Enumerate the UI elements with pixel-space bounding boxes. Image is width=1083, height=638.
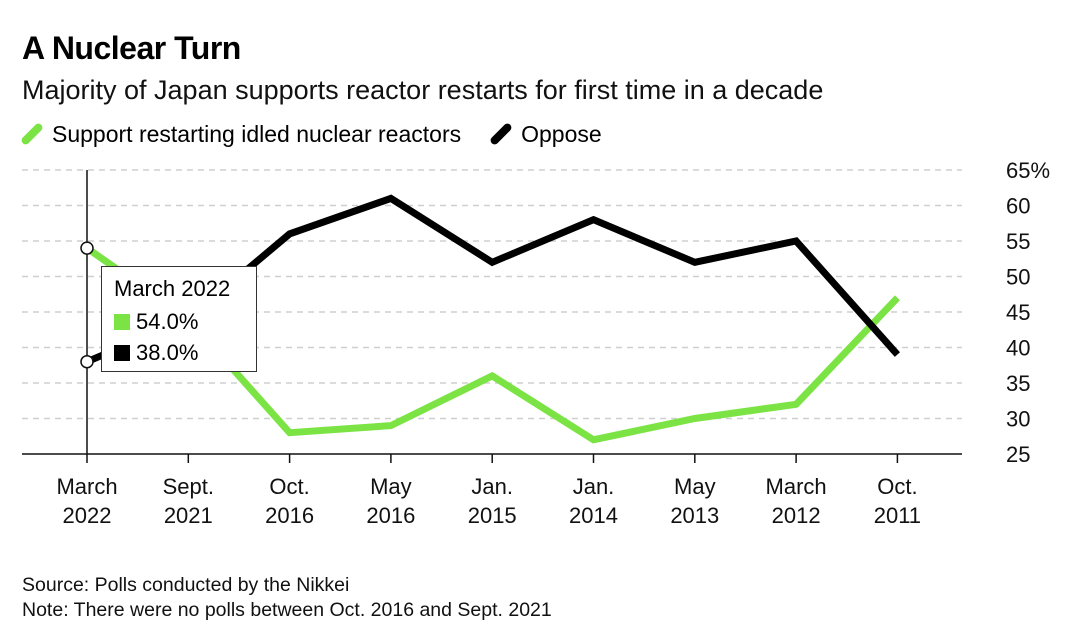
x-tick-label: 2021 — [164, 503, 213, 528]
tooltip-title: March 2022 — [114, 276, 231, 301]
y-tick-label: 45 — [1006, 300, 1030, 325]
source-note: Source: Polls conducted by the Nikkei — [22, 574, 350, 596]
footnote: Note: There were no polls between Oct. 2… — [22, 599, 552, 621]
y-tick-label: 65% — [1006, 158, 1050, 183]
y-tick-label: 55 — [1006, 229, 1030, 254]
tooltip-row-oppose: 38.0% — [114, 337, 256, 368]
chart-subtitle: Majority of Japan supports reactor resta… — [22, 75, 824, 105]
x-tick-label: March — [56, 474, 117, 499]
x-tick-label: 2013 — [670, 503, 719, 528]
legend-item-support[interactable]: Support restarting idled nuclear reactor… — [19, 120, 462, 148]
legend-label-oppose: Oppose — [521, 120, 602, 147]
x-tick-label: 2016 — [366, 503, 415, 528]
y-tick-label: 35 — [1006, 371, 1030, 396]
y-tick-label: 30 — [1006, 407, 1030, 432]
oppose-highlight-point — [80, 354, 94, 369]
legend-label-support: Support restarting idled nuclear reactor… — [52, 120, 462, 147]
x-tick-label: Jan. — [471, 474, 513, 499]
x-tick-label: 2016 — [265, 503, 314, 528]
y-tick-label: 40 — [1006, 336, 1030, 361]
tooltip-swatch-support — [114, 313, 130, 330]
x-tick-label: May — [674, 474, 716, 499]
x-tick-label: 2022 — [63, 503, 112, 528]
hover-tooltip: March 2022 54.0% 38.0% — [101, 266, 257, 372]
x-tick-label: Oct. — [877, 474, 917, 499]
tooltip-value-support: 54.0% — [136, 308, 199, 334]
x-tick-label: Sept. — [163, 474, 214, 499]
x-tick-label: May — [370, 474, 412, 499]
tooltip-row-support: 54.0% — [114, 306, 256, 337]
x-tick-label: 2011 — [874, 503, 921, 528]
x-tick-label: Oct. — [269, 474, 309, 499]
x-tick-label: Jan. — [573, 474, 615, 499]
x-tick-label: 2014 — [569, 503, 618, 528]
y-tick-label: 60 — [1006, 194, 1030, 219]
footer: Source: Polls conducted by the Nikkei No… — [22, 573, 552, 623]
support-highlight-point — [80, 241, 94, 255]
tooltip-value-oppose: 38.0% — [136, 339, 199, 365]
legend: Support restarting idled nuclear reactor… — [19, 119, 632, 149]
chart-title: A Nuclear Turn — [22, 30, 241, 66]
y-tick-label: 50 — [1006, 265, 1030, 290]
y-tick-label: 25 — [1006, 442, 1030, 467]
x-tick-label: 2015 — [468, 503, 517, 528]
legend-item-oppose[interactable]: Oppose — [489, 120, 602, 148]
x-tick-label: 2012 — [772, 503, 821, 528]
tooltip-swatch-oppose — [114, 344, 130, 361]
x-tick-label: March — [766, 474, 827, 499]
